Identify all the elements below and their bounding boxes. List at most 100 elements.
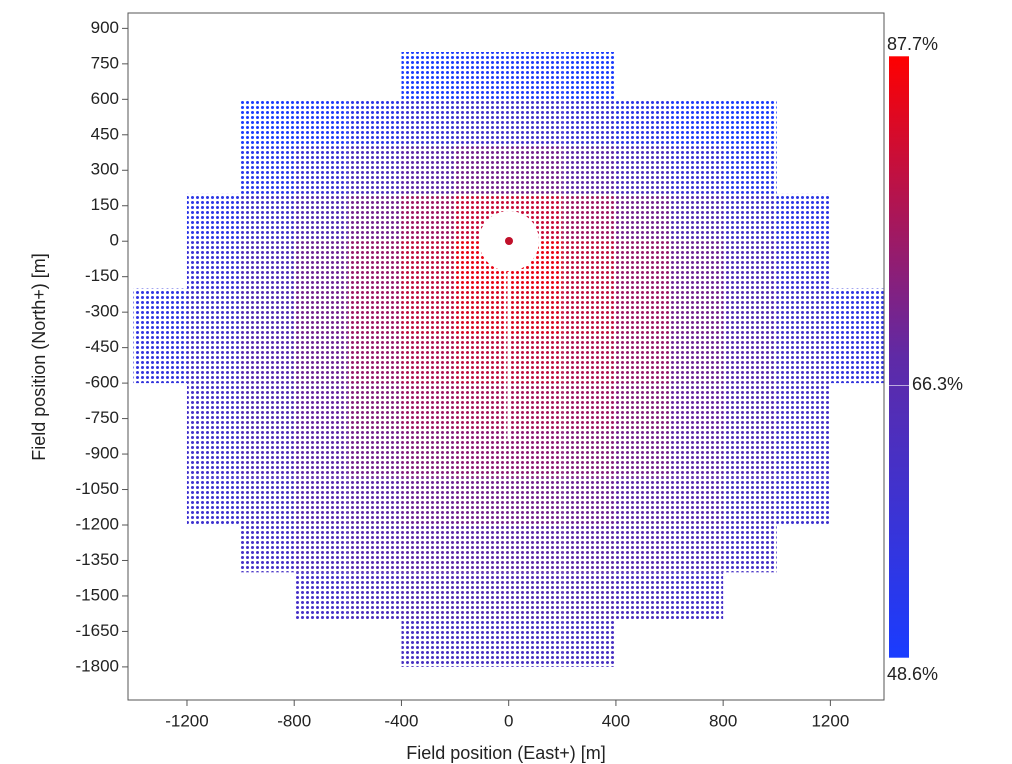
heliostat-cell: [455, 335, 509, 384]
heliostat-cell: [455, 524, 509, 573]
heliostat-cell: [133, 288, 187, 336]
x-tick-label: 1200: [811, 711, 849, 730]
heliostat-cell: [401, 572, 456, 620]
heliostat-cell: [455, 99, 509, 147]
x-tick-label: 0: [504, 711, 513, 730]
heliostat-cell: [508, 288, 563, 336]
heliostat-cell: [240, 288, 295, 336]
y-axis-title: Field position (North+) [m]: [29, 253, 49, 461]
y-tick-label: -1350: [76, 550, 119, 569]
heliostat-cell: [455, 288, 509, 336]
heliostat-cell: [401, 335, 456, 384]
heliostat-cell: [508, 619, 563, 667]
y-tick-label: -150: [85, 266, 119, 285]
heliostat-cell: [347, 383, 402, 431]
heliostat-cell: [294, 335, 348, 384]
heliostat-cell: [508, 99, 563, 147]
heliostat-cell: [186, 241, 241, 289]
y-tick-label: 900: [91, 18, 119, 37]
heliostat-cell: [562, 477, 616, 525]
heliostat-cell: [669, 477, 724, 525]
heliostat-cell: [562, 572, 616, 620]
colorbar-tick-label: 66.3%: [912, 374, 963, 394]
heliostat-cell: [401, 524, 456, 573]
y-tick-label: 0: [110, 231, 119, 250]
heliostat-cell: [669, 572, 724, 620]
heliostat-cell: [240, 193, 295, 242]
heliostat-cell: [401, 241, 456, 289]
heliostat-cell: [294, 524, 348, 573]
heliostat-cell: [186, 193, 241, 242]
heliostat-cell: [240, 241, 295, 289]
heliostat-cell: [186, 383, 241, 431]
heliostat-cell: [508, 335, 563, 384]
heliostat-cell: [508, 146, 563, 194]
heliostat-cell: [347, 146, 402, 194]
heliostat-cell: [776, 477, 831, 525]
colorbar-tick-label: 48.6%: [887, 664, 938, 684]
heliostat-cell: [669, 241, 724, 289]
heliostat-cell: [347, 524, 402, 573]
heliostat-cell: [401, 146, 456, 194]
colorbar: [889, 56, 909, 658]
heliostat-cell: [615, 572, 670, 620]
heliostat-cell: [615, 335, 670, 384]
y-tick-label: -1050: [76, 479, 119, 498]
heliostat-cell: [294, 241, 348, 289]
colorbar-tick-label: 87.7%: [887, 34, 938, 54]
heliostat-cell: [294, 146, 348, 194]
heliostat-cell: [776, 193, 831, 242]
y-tick-label: -300: [85, 302, 119, 321]
heliostat-cell: [615, 477, 670, 525]
heliostat-cell: [186, 477, 241, 525]
heliostat-cell: [508, 52, 563, 100]
y-tick-label: -450: [85, 337, 119, 356]
heliostat-cell: [455, 146, 509, 194]
y-tick-label: 450: [91, 124, 119, 143]
heliostat-cell: [240, 146, 295, 194]
heliostat-cell: [615, 288, 670, 336]
heliostat-cell: [240, 524, 295, 573]
heliostat-cell: [240, 430, 295, 478]
y-tick-label: 600: [91, 89, 119, 108]
heliostat-cell: [723, 524, 777, 573]
heliostat-cell: [347, 241, 402, 289]
heliostat-cell: [615, 430, 670, 478]
y-tick-label: -1500: [76, 585, 119, 604]
heliostat-cell: [401, 477, 456, 525]
heliostat-cell: [455, 619, 509, 667]
heliostat-cell: [562, 619, 616, 667]
heliostat-cell: [455, 572, 509, 620]
y-tick-label: 750: [91, 53, 119, 72]
heliostat-cell: [186, 288, 241, 336]
heliostat-cell: [508, 477, 563, 525]
heliostat-cell: [615, 524, 670, 573]
y-tick-label: -1650: [76, 621, 119, 640]
heliostat-cell: [562, 288, 616, 336]
heliostat-cell: [401, 52, 456, 100]
heliostat-cell: [347, 99, 402, 147]
heliostat-cell: [133, 335, 187, 384]
x-tick-label: 800: [709, 711, 737, 730]
heliostat-cell: [240, 477, 295, 525]
y-tick-label: -1800: [76, 656, 119, 675]
heliostat-cell: [723, 430, 777, 478]
heliostat-cell: [562, 52, 616, 100]
y-tick-label: 300: [91, 160, 119, 179]
heliostat-cell: [615, 146, 670, 194]
heliostat-cell: [294, 430, 348, 478]
heliostat-cell: [455, 477, 509, 525]
heliostat-cell: [723, 477, 777, 525]
heliostat-cell: [401, 619, 456, 667]
heliostat-cell: [508, 524, 563, 573]
tower: [505, 237, 513, 245]
y-tick-label: -600: [85, 373, 119, 392]
heliostat-cell: [830, 288, 884, 336]
heliostat-cell: [294, 288, 348, 336]
heliostat-cell: [347, 193, 402, 242]
heliostat-cell: [669, 99, 724, 147]
heliostat-cell: [723, 193, 777, 242]
heliostat-cell: [347, 572, 402, 620]
heliostat-cell: [723, 146, 777, 194]
